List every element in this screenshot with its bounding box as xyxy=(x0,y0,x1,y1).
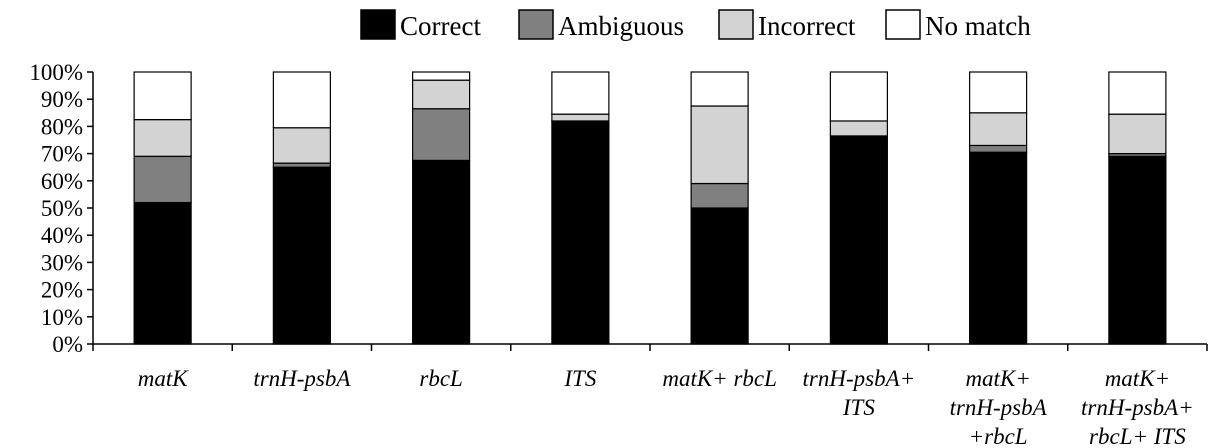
legend-label: Correct xyxy=(400,11,481,41)
y-tick-label: 60% xyxy=(41,169,83,194)
bar-segment-no-match xyxy=(272,71,331,129)
x-category-label: trnH-psbA+ xyxy=(803,366,916,391)
bar-segment-ambiguous xyxy=(272,162,331,168)
y-tick-label: 80% xyxy=(41,114,83,139)
legend-swatch xyxy=(360,9,396,40)
x-axis: matK trnH-psbA rbcL ITS matK+ rbcL trnH-psbA+… xyxy=(92,343,1208,448)
bar-segment-correct xyxy=(551,120,610,345)
x-category-label: trnH-psbA xyxy=(253,366,351,391)
bar-segment-incorrect xyxy=(133,118,192,157)
x-category-label: ITS xyxy=(563,366,596,391)
legend-label: No match xyxy=(925,11,1031,41)
x-category-label: trnH-psbA xyxy=(950,395,1048,420)
bar-segment-ambiguous xyxy=(412,108,471,162)
bar-segment-incorrect xyxy=(969,112,1028,147)
bar-segment-correct xyxy=(829,135,888,345)
bar-segment-no-match xyxy=(133,71,192,121)
bar-segment-incorrect xyxy=(412,79,471,110)
x-category-label: matK+ xyxy=(1105,366,1170,391)
bar-segment-incorrect xyxy=(1108,113,1167,155)
legend-label: Incorrect xyxy=(758,11,856,41)
y-tick-label: 50% xyxy=(41,196,83,221)
legend-swatch xyxy=(885,9,921,40)
bar-segment-correct xyxy=(412,159,471,345)
y-tick-label: 20% xyxy=(41,278,83,303)
bar-segment-ambiguous xyxy=(969,144,1028,153)
bar-segment-no-match xyxy=(969,71,1028,114)
bar-segment-incorrect xyxy=(829,120,888,137)
bar-segment-no-match xyxy=(829,71,888,122)
bar-segment-ambiguous xyxy=(690,182,749,209)
bar-segment-correct xyxy=(1108,155,1167,345)
bar-segment-incorrect xyxy=(551,113,610,122)
bar-stack xyxy=(969,71,1028,345)
x-category-label: matK+ rbcL xyxy=(662,366,777,391)
legend: Correct Ambiguous Incorrect No match xyxy=(360,9,1031,41)
bar-segment-correct xyxy=(969,151,1028,345)
y-tick-label: 40% xyxy=(41,223,83,248)
x-category-label: rbcL xyxy=(419,366,462,391)
bar-segment-correct xyxy=(690,207,749,345)
bar-segment-no-match xyxy=(551,71,610,115)
bar-stack xyxy=(133,71,192,345)
x-category-label: rbcL+ ITS xyxy=(1089,424,1186,448)
x-category-label: ITS xyxy=(842,395,875,420)
legend-label: Ambiguous xyxy=(558,11,684,41)
y-axis: 0%10%20% 30%40%50%60%70% 80%90%100% xyxy=(29,60,94,357)
bar-segment-no-match xyxy=(690,71,749,107)
bars xyxy=(133,71,1167,345)
x-category-label: matK xyxy=(138,366,190,391)
bar-segment-correct xyxy=(272,166,331,345)
bar-stack xyxy=(412,71,471,345)
bar-stack xyxy=(272,71,331,345)
x-category-label: matK+ xyxy=(965,366,1030,391)
bar-stack xyxy=(551,71,610,345)
bar-segment-incorrect xyxy=(272,127,331,164)
bar-stack xyxy=(829,71,888,345)
legend-swatch xyxy=(718,9,754,40)
x-category-label: +rbcL xyxy=(969,424,1028,448)
legend-swatch xyxy=(518,9,554,40)
y-tick-label: 70% xyxy=(41,142,83,167)
y-tick-label: 90% xyxy=(41,87,83,112)
y-tick-label: 100% xyxy=(29,60,83,85)
y-tick-label: 10% xyxy=(41,305,83,330)
bar-stack xyxy=(1108,71,1167,345)
x-category-label: trnH-psbA+ xyxy=(1081,395,1194,420)
y-tick-label: 0% xyxy=(52,332,83,357)
bar-segment-no-match xyxy=(1108,71,1167,115)
y-tick-label: 30% xyxy=(41,250,83,275)
bar-segment-ambiguous xyxy=(133,155,192,204)
bar-stack xyxy=(690,71,749,345)
bar-segment-no-match xyxy=(412,71,471,81)
bar-segment-incorrect xyxy=(690,105,749,185)
bar-segment-correct xyxy=(133,201,192,345)
